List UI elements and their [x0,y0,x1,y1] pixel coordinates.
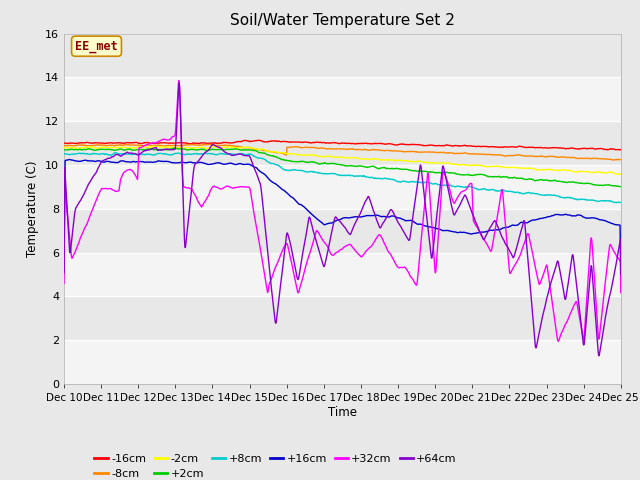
Bar [64,165,621,209]
Y-axis label: Temperature (C): Temperature (C) [26,160,40,257]
Legend: -16cm, -8cm, -2cm, +2cm, +8cm, +16cm, +32cm, +64cm: -16cm, -8cm, -2cm, +2cm, +8cm, +16cm, +3… [90,449,461,480]
Title: Soil/Water Temperature Set 2: Soil/Water Temperature Set 2 [230,13,455,28]
Text: EE_met: EE_met [75,40,118,53]
Bar [64,252,621,296]
X-axis label: Time: Time [328,406,357,419]
Bar [64,340,621,384]
Bar [64,77,621,121]
